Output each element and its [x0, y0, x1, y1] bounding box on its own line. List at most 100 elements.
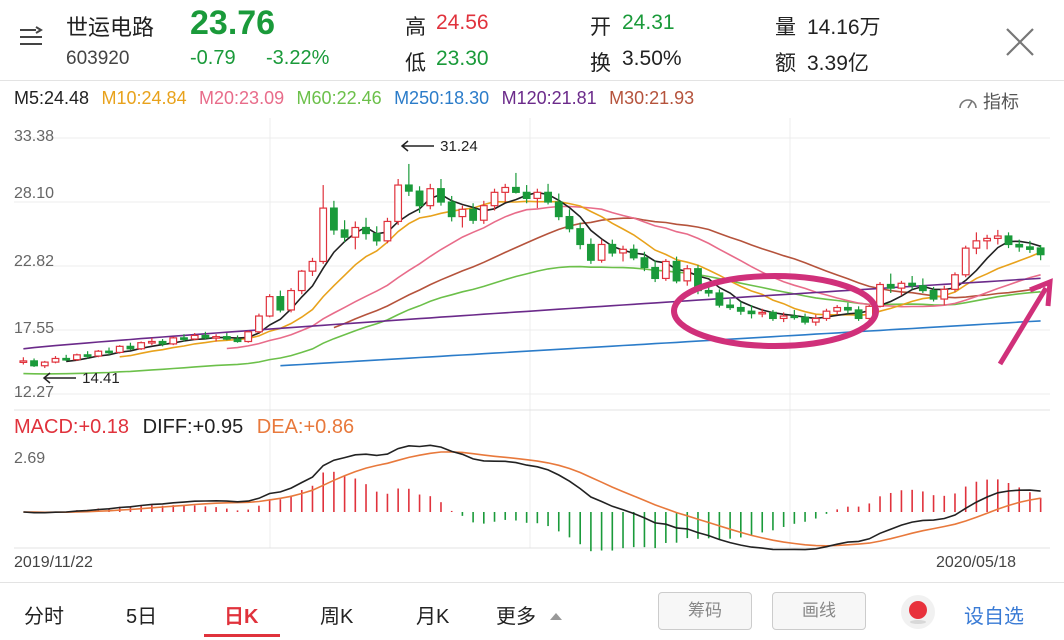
candle-body: [961, 247, 970, 276]
diff-line: [23, 444, 1041, 551]
candle-body: [801, 316, 809, 323]
indicator-label: 指标: [983, 92, 1020, 112]
candle-body: [105, 350, 113, 354]
candle-body: [62, 357, 71, 361]
gauge-icon: [959, 99, 977, 109]
candle-body: [608, 243, 617, 254]
candle-body: [661, 260, 670, 280]
tab-monthly-k[interactable]: 月K: [416, 606, 450, 628]
tab-intraday[interactable]: 分时: [24, 606, 64, 628]
candle-body: [469, 208, 478, 221]
candle-body: [276, 296, 285, 311]
high-annotation-value: 31.24: [440, 138, 478, 155]
candle-body: [565, 215, 574, 230]
candle-body: [83, 354, 92, 357]
candle-body: [94, 350, 103, 357]
arrow-left-icon: [42, 372, 76, 384]
candle-body: [554, 201, 563, 218]
tab-5day[interactable]: 5日: [126, 606, 158, 628]
candle-body: [512, 186, 520, 193]
candle-body: [437, 188, 445, 203]
candle-body: [404, 184, 413, 192]
tab-weekly-k[interactable]: 周K: [320, 606, 354, 628]
add-watchlist-button[interactable]: 设自选: [964, 606, 1024, 628]
candle-body: [629, 248, 638, 259]
high-annotation: 31.24: [400, 138, 478, 155]
candle-body: [372, 232, 381, 242]
stock-name: 世运电路: [66, 15, 155, 40]
candle-body: [822, 310, 831, 320]
candle-body: [779, 315, 788, 320]
candle-body: [233, 338, 242, 343]
candle-body: [1004, 235, 1013, 246]
high-value: 24.56: [436, 11, 489, 34]
candle-body: [447, 201, 456, 218]
ma120-label: M120:21.81: [501, 88, 597, 108]
ma30-label: M30:21.93: [609, 88, 695, 108]
candle-body: [297, 270, 306, 292]
candle-body: [169, 337, 178, 345]
candle-body: [1036, 247, 1045, 256]
low-value: 23.30: [436, 47, 489, 70]
macd-value: MACD:+0.18: [14, 416, 130, 438]
high-label: 高: [405, 16, 426, 39]
ma5-label: M5:24.48: [14, 88, 90, 108]
candle-body: [19, 360, 28, 363]
close-icon[interactable]: [1004, 26, 1036, 58]
candle-body: [394, 184, 403, 223]
header-divider: [0, 80, 1064, 81]
bottom-divider: [0, 582, 1064, 583]
candle-body: [586, 243, 595, 261]
tab-daily-k[interactable]: 日K: [224, 606, 259, 628]
volume-label: 量: [775, 16, 796, 39]
candle-body: [287, 289, 295, 311]
candle-body: [180, 337, 188, 340]
candle-body: [533, 191, 542, 199]
candle-body: [501, 186, 510, 193]
draw-line-button[interactable]: 画线: [772, 592, 866, 630]
candle-body: [876, 283, 884, 307]
candle-body: [340, 229, 349, 238]
highlight-arrowhead: [1029, 278, 1053, 307]
candle-body: [265, 296, 274, 317]
candle-body: [137, 342, 146, 350]
candle-body: [212, 336, 221, 339]
ma10-label: M10:24.84: [101, 88, 187, 108]
price-change: -0.79: [190, 47, 236, 69]
candle-body: [576, 228, 585, 246]
candle-body: [458, 208, 467, 218]
candle-body: [619, 248, 627, 254]
end-date: 2020/05/18: [936, 554, 1017, 571]
record-icon[interactable]: [900, 594, 936, 630]
tab-more[interactable]: 更多: [496, 600, 564, 629]
diff-value: DIFF:+0.95: [142, 416, 244, 438]
candle-body: [190, 334, 199, 340]
candle-body: [158, 340, 167, 345]
y-tick-label: 22.82: [14, 253, 55, 270]
macd-legend: MACD:+0.18 DIFF:+0.95 DEA:+0.86: [14, 416, 354, 439]
stock-code: 603920: [66, 48, 130, 69]
ma60-line: [23, 265, 1041, 375]
indicator-button[interactable]: 指标: [958, 88, 1019, 114]
caret-up-icon: [549, 613, 562, 620]
chip-button[interactable]: 筹码: [658, 592, 752, 630]
candle-body: [993, 235, 1002, 240]
tab-more-label: 更多: [496, 606, 536, 628]
candle-body: [319, 207, 328, 263]
candle-body: [244, 331, 253, 343]
candle-body: [40, 361, 49, 367]
highlight-ellipse: [671, 273, 879, 349]
menu-icon[interactable]: [18, 24, 44, 50]
candle-body: [544, 191, 552, 203]
kline-chart[interactable]: [0, 112, 1064, 552]
candle-body: [115, 345, 124, 354]
candle-body: [811, 317, 820, 323]
ma250-label: M250:18.30: [394, 88, 490, 108]
candle-body: [222, 336, 231, 340]
candle-body: [715, 292, 724, 306]
macd-axis-top: 2.69: [14, 450, 46, 467]
candle-body: [972, 240, 981, 249]
candle-body: [351, 226, 360, 238]
volume-value: 14.16万: [807, 16, 881, 39]
candle-body: [918, 285, 927, 292]
